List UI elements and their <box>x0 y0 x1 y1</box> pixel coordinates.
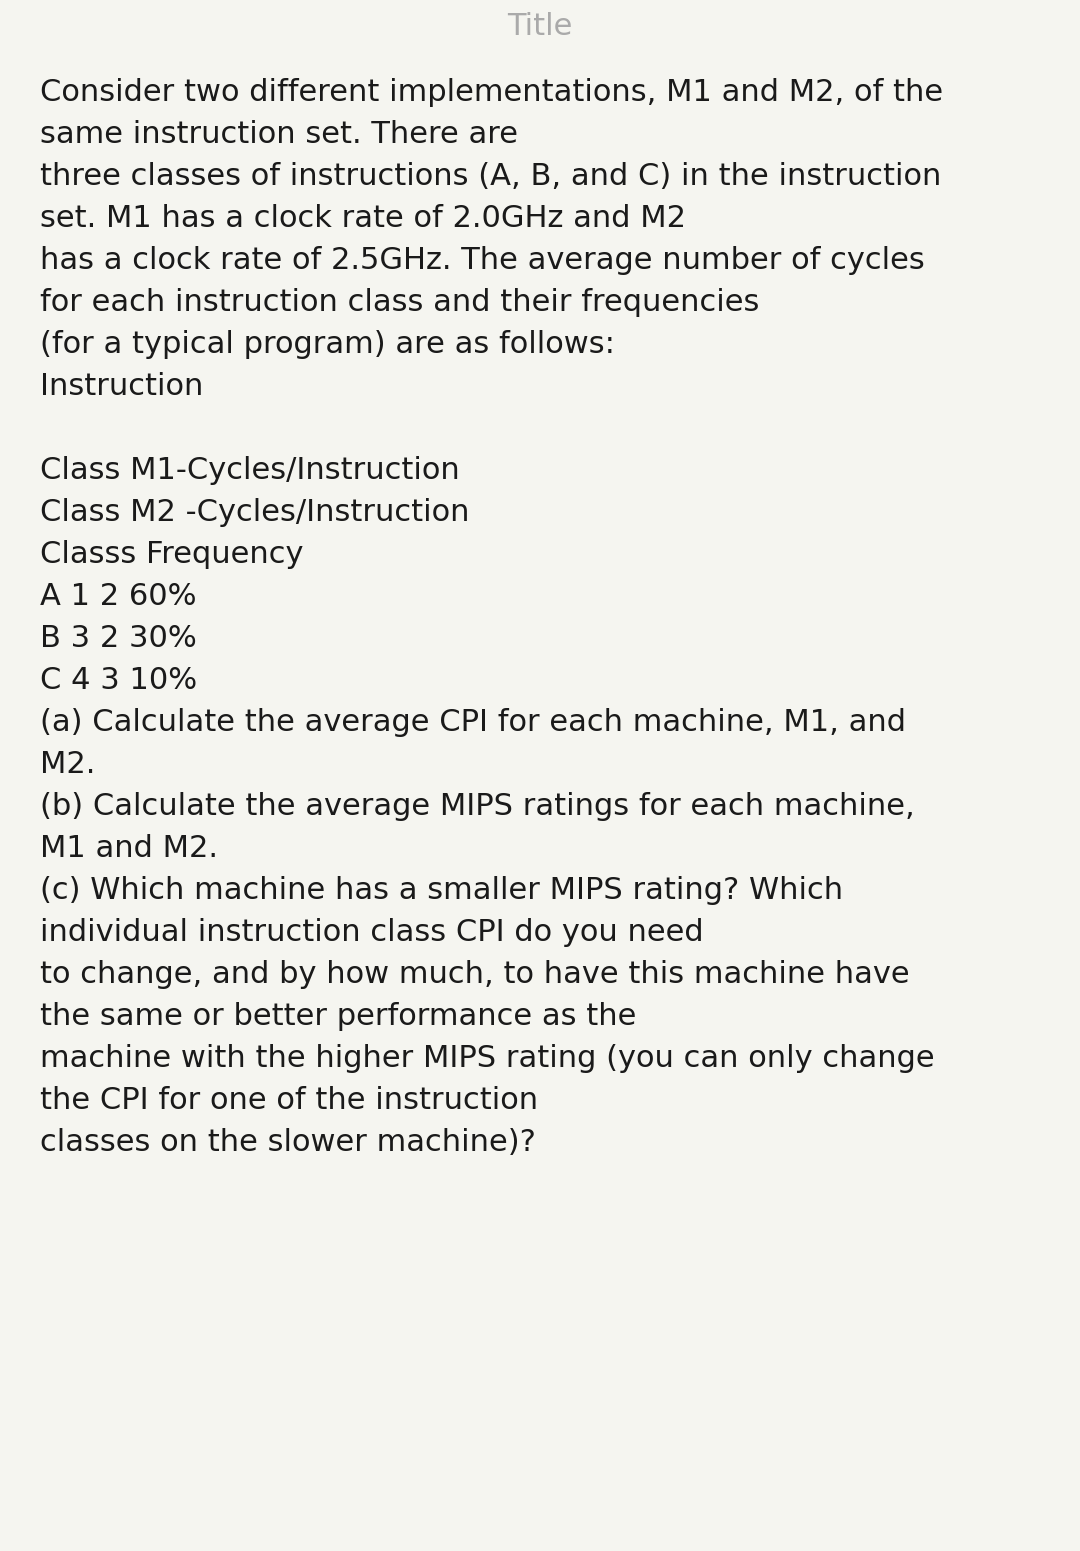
Text: classes on the slower machine)?: classes on the slower machine)? <box>40 1128 536 1157</box>
Text: (a) Calculate the average CPI for each machine, M1, and: (a) Calculate the average CPI for each m… <box>40 707 906 737</box>
Text: (for a typical program) are as follows:: (for a typical program) are as follows: <box>40 330 615 358</box>
Text: set. M1 has a clock rate of 2.0GHz and M2: set. M1 has a clock rate of 2.0GHz and M… <box>40 205 686 233</box>
Text: (c) Which machine has a smaller MIPS rating? Which: (c) Which machine has a smaller MIPS rat… <box>40 876 843 904</box>
Text: M2.: M2. <box>40 751 95 779</box>
Text: C 4 3 10%: C 4 3 10% <box>40 665 198 695</box>
Text: B 3 2 30%: B 3 2 30% <box>40 624 197 653</box>
Text: M1 and M2.: M1 and M2. <box>40 834 218 862</box>
Text: to change, and by how much, to have this machine have: to change, and by how much, to have this… <box>40 960 909 990</box>
Text: Consider two different implementations, M1 and M2, of the: Consider two different implementations, … <box>40 78 943 107</box>
Text: same instruction set. There are: same instruction set. There are <box>40 119 518 149</box>
Text: has a clock rate of 2.5GHz. The average number of cycles: has a clock rate of 2.5GHz. The average … <box>40 247 924 275</box>
Text: A 1 2 60%: A 1 2 60% <box>40 582 197 611</box>
Text: for each instruction class and their frequencies: for each instruction class and their fre… <box>40 288 759 316</box>
Text: Classs Frequency: Classs Frequency <box>40 540 303 569</box>
Text: Title: Title <box>508 12 572 40</box>
Text: (b) Calculate the average MIPS ratings for each machine,: (b) Calculate the average MIPS ratings f… <box>40 793 915 820</box>
Text: Class M2 -Cycles/Instruction: Class M2 -Cycles/Instruction <box>40 498 470 527</box>
Text: Instruction: Instruction <box>40 372 203 402</box>
Text: the CPI for one of the instruction: the CPI for one of the instruction <box>40 1086 538 1115</box>
Text: the same or better performance as the: the same or better performance as the <box>40 1002 636 1031</box>
Text: three classes of instructions (A, B, and C) in the instruction: three classes of instructions (A, B, and… <box>40 161 942 191</box>
Text: individual instruction class CPI do you need: individual instruction class CPI do you … <box>40 918 704 948</box>
Text: Class M1-Cycles/Instruction: Class M1-Cycles/Instruction <box>40 456 460 485</box>
Text: machine with the higher MIPS rating (you can only change: machine with the higher MIPS rating (you… <box>40 1044 934 1073</box>
